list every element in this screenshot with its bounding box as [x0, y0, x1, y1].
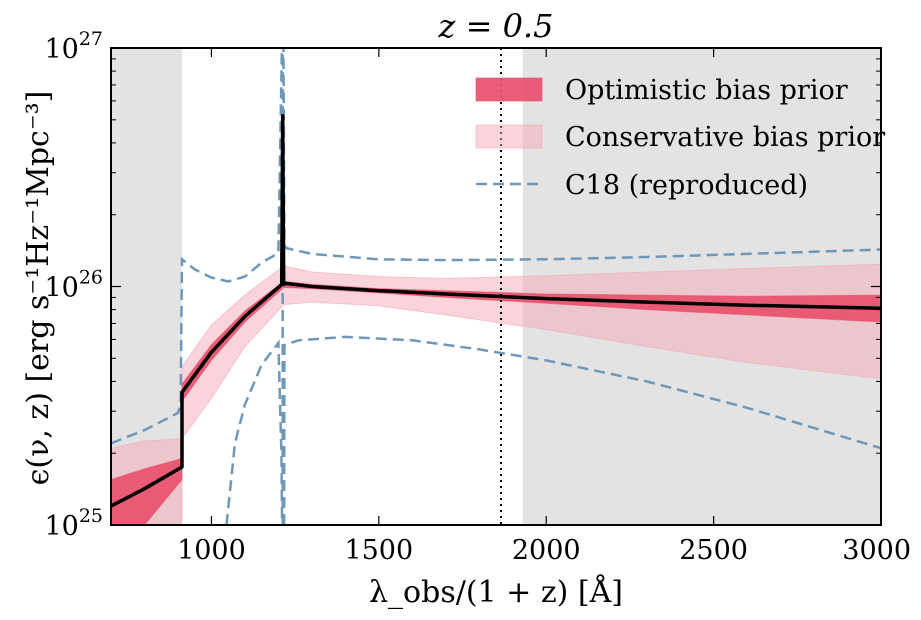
y-tick-label: 1025 [44, 505, 103, 542]
legend-swatch [475, 124, 543, 149]
x-tick-label: 2000 [512, 535, 581, 566]
x-tick-label: 1000 [177, 535, 246, 566]
x-tick-label: 2500 [679, 535, 748, 566]
series-lines [111, 48, 881, 525]
legend-label: C18 (reproduced) [565, 170, 808, 201]
y-axis-label: ϵ(ν, z) [erg s⁻¹Hz⁻¹Mpc⁻³] [21, 91, 56, 486]
chart-title: z = 0.5 [438, 7, 554, 45]
c18-line-c18_upper [111, 48, 881, 445]
legend-label: Conservative bias prior [565, 122, 885, 153]
y-tick-label: 1026 [44, 267, 103, 304]
conservative-band [111, 263, 881, 525]
x-tick-label: 1500 [344, 535, 413, 566]
y-tick-labels: 1025 1026 1027 [44, 28, 103, 542]
x-tick-label: 3000 [842, 535, 911, 566]
axis-ticks [111, 47, 882, 526]
c18-line-c18_lower_right [282, 335, 881, 525]
median-line [111, 113, 881, 508]
legend: Optimistic bias prior Conservative bias p… [475, 75, 885, 201]
x-axis-label: λ_obs/(1 + z) [Å] [369, 574, 623, 610]
y-tick-label: 1027 [44, 28, 103, 65]
legend-swatch [475, 77, 543, 102]
x-tick-labels: 1000 1500 2000 2500 3000 [177, 535, 911, 566]
legend-label: Optimistic bias prior [565, 75, 848, 106]
